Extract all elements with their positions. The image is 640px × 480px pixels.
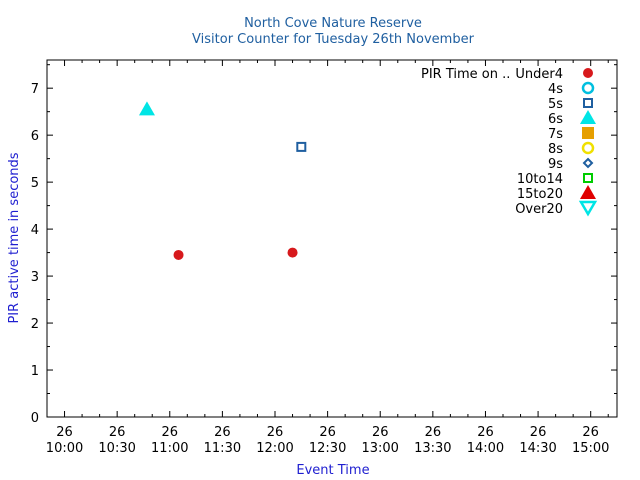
- legend-marker: [578, 200, 598, 217]
- x-tick-label-time: 11:30: [204, 441, 241, 456]
- legend-label: 6s: [548, 112, 563, 127]
- x-tick-label-day: 26: [56, 425, 73, 440]
- legend: PIR Time on .. Under44s5s6s7s8s9s10to141…: [421, 67, 598, 217]
- y-tick-label: 5: [31, 176, 39, 191]
- x-tick-label-time: 11:00: [151, 441, 188, 456]
- legend-marker: [581, 141, 595, 155]
- y-tick-label: 6: [31, 129, 39, 144]
- legend-marker: [583, 173, 593, 183]
- y-tick-label: 7: [31, 82, 39, 97]
- x-tick-label-time: 15:00: [572, 441, 609, 456]
- legend-title: PIR Time on ..: [421, 67, 510, 82]
- legend-label: 7s: [548, 127, 563, 142]
- legend-label: 4s: [548, 82, 563, 97]
- legend-marker: [583, 68, 593, 78]
- x-tick-label-time: 13:00: [361, 441, 398, 456]
- x-tick-label-day: 26: [161, 425, 178, 440]
- y-tick-label: 2: [31, 317, 39, 332]
- y-tick-label: 4: [31, 223, 39, 238]
- y-tick-label: 3: [31, 270, 39, 285]
- x-axis: 2610:002610:302611:002611:302612:002612:…: [46, 60, 609, 456]
- y-tick-label: 0: [31, 411, 39, 426]
- legend-label: Under4: [515, 67, 563, 82]
- legend-marker: [580, 110, 596, 124]
- x-tick-label-time: 13:30: [414, 441, 451, 456]
- legend-label: 9s: [548, 157, 563, 172]
- legend-label: 5s: [548, 97, 563, 112]
- x-tick-label-time: 14:00: [467, 441, 504, 456]
- x-tick-label-day: 26: [267, 425, 284, 440]
- data-point: [287, 247, 298, 258]
- chart-title: North Cove Nature Reserve: [244, 16, 422, 31]
- legend-marker: [582, 127, 594, 139]
- x-tick-label-time: 10:30: [98, 441, 135, 456]
- y-tick-label: 1: [31, 364, 39, 379]
- legend-marker: [582, 157, 594, 169]
- x-tick-label-day: 26: [477, 425, 494, 440]
- x-tick-label-day: 26: [530, 425, 547, 440]
- chart-subtitle: Visitor Counter for Tuesday 26th Novembe…: [192, 32, 475, 47]
- data-point: [296, 141, 307, 152]
- y-axis-label: PIR active time in seconds: [7, 152, 22, 323]
- x-tick-label-time: 12:30: [309, 441, 346, 456]
- data-point: [173, 249, 184, 260]
- y-axis: 0 1 2 3 4 5 6 7: [31, 64, 617, 426]
- legend-marker: [581, 81, 595, 95]
- data-point: [138, 101, 155, 116]
- x-tick-label-day: 26: [319, 425, 336, 440]
- x-tick-label-day: 26: [214, 425, 231, 440]
- legend-marker: [583, 98, 593, 108]
- legend-marker: [580, 185, 596, 199]
- x-tick-label-time: 10:00: [46, 441, 83, 456]
- legend-label: 10to14: [517, 172, 563, 187]
- x-tick-label-day: 26: [372, 425, 389, 440]
- data-points: [138, 101, 307, 260]
- x-tick-label-day: 26: [582, 425, 599, 440]
- legend-label: 15to20: [517, 187, 563, 202]
- x-tick-label-day: 26: [109, 425, 126, 440]
- x-tick-label-time: 12:00: [256, 441, 293, 456]
- x-tick-label-day: 26: [425, 425, 442, 440]
- x-axis-label: Event Time: [296, 463, 369, 478]
- legend-label: 8s: [548, 142, 563, 157]
- plot-area-border: [46, 59, 618, 418]
- x-tick-label-time: 14:30: [519, 441, 556, 456]
- legend-label: Over20: [515, 202, 563, 217]
